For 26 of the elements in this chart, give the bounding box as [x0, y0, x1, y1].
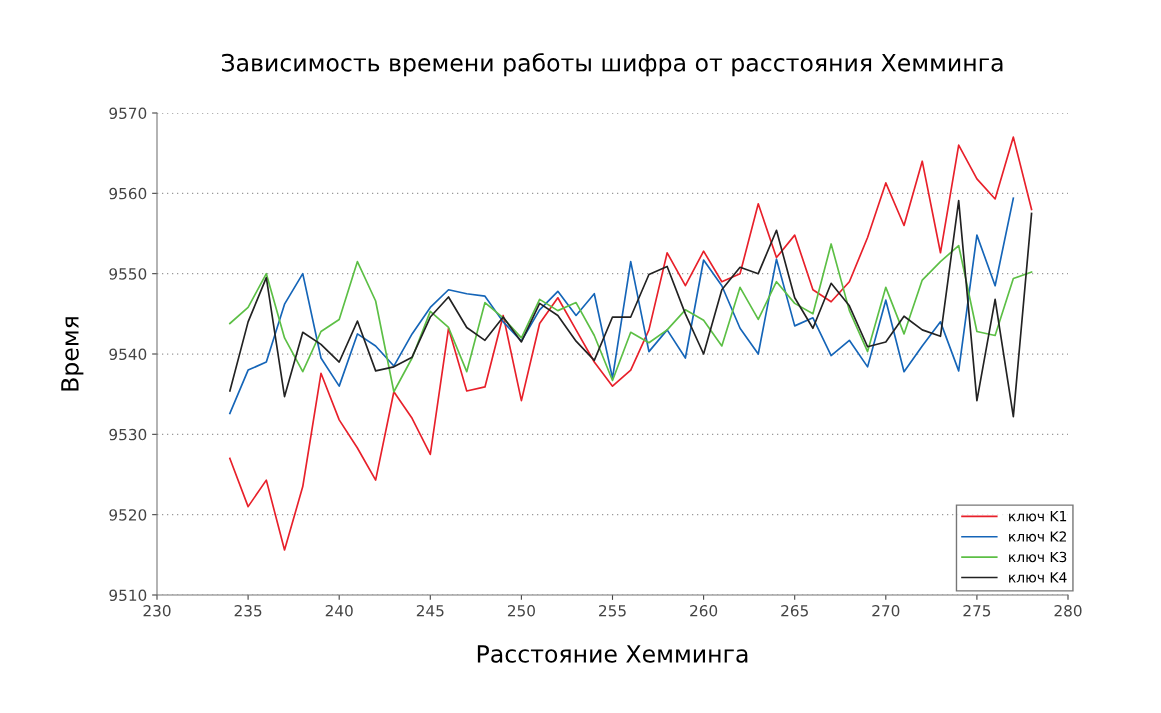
y-tick-label: 9550 [109, 268, 147, 280]
x-tick-label: 235 [234, 604, 262, 617]
legend-label: ключ K3 [1009, 551, 1067, 563]
legend-label: ключ K2 [1009, 531, 1066, 542]
chart-title: Зависимость времени работы шифра от расстояния Хемминга [221, 52, 1003, 77]
x-tick-label: 255 [599, 604, 626, 617]
legend-label: ключ K1 [1009, 511, 1067, 522]
x-tick-label: 265 [781, 604, 808, 617]
x-axis-title: Расстояние Хемминга [477, 645, 748, 663]
y-tick-label: 9520 [109, 509, 147, 521]
x-tick-label: 280 [1054, 604, 1082, 617]
x-tick-label: 270 [872, 604, 900, 617]
legend-label: ключ K4 [1009, 572, 1067, 583]
y-tick-label: 9540 [109, 348, 147, 361]
x-tick-label: 245 [416, 604, 444, 617]
line-series [229, 243, 1033, 393]
y-axis-title: Время [61, 317, 84, 391]
x-tick-label: 240 [325, 604, 353, 617]
x-tick-label: 260 [690, 604, 718, 617]
x-tick-label: 275 [963, 604, 991, 617]
y-tick-label: 9510 [109, 589, 147, 602]
y-tick-label: 9530 [109, 428, 147, 441]
y-tick-label: 9570 [109, 107, 147, 120]
x-tick-label: 230 [143, 604, 171, 617]
y-tick-label: 9560 [109, 187, 147, 200]
x-tick-label: 250 [507, 604, 535, 617]
